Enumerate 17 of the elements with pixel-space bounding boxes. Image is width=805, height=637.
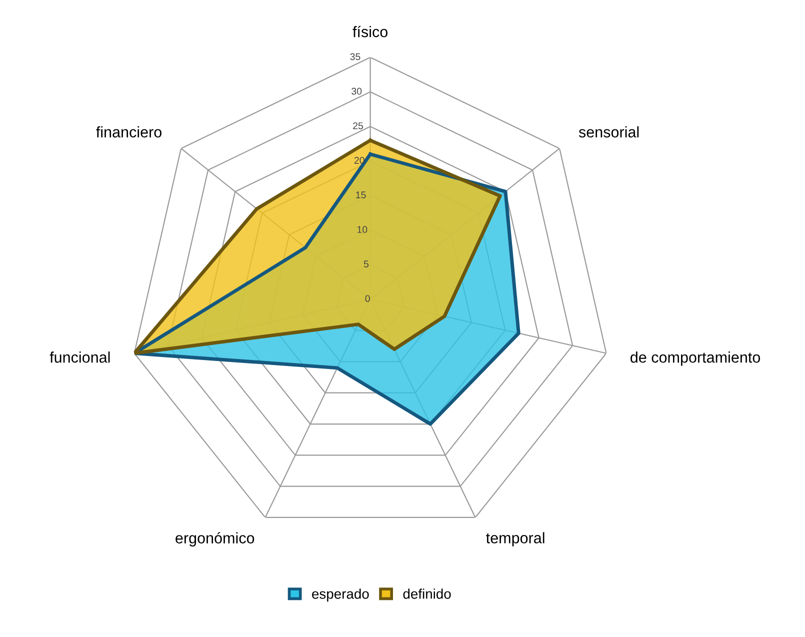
y-tick-label: 20 bbox=[354, 156, 364, 164]
y-tick-label: 5 bbox=[364, 260, 369, 268]
spoke-label: físico bbox=[352, 26, 388, 38]
spoke-label: de comportamiento bbox=[630, 352, 760, 366]
y-tick-label: 10 bbox=[357, 226, 368, 233]
y-tick-label: 0 bbox=[365, 295, 370, 302]
y-tick-label: 25 bbox=[353, 122, 363, 130]
y-tick-label: 30 bbox=[352, 88, 362, 95]
spoke-label: temporal bbox=[486, 532, 544, 546]
spoke-label: sensorial bbox=[578, 126, 639, 138]
spoke-label: funcional bbox=[50, 352, 110, 363]
legend-label: definido bbox=[403, 588, 451, 599]
y-tick-label: 15 bbox=[356, 192, 366, 198]
spoke-label: financiero bbox=[96, 126, 162, 138]
y-tick-label: 35 bbox=[350, 53, 360, 60]
legend-label: esperado bbox=[312, 588, 369, 602]
spoke-label: ergonómico bbox=[176, 532, 254, 546]
